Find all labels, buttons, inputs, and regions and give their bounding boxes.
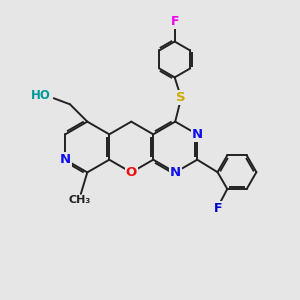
Text: N: N [170,166,181,179]
Text: HO: HO [31,89,51,102]
Text: N: N [192,128,203,141]
Text: S: S [176,92,186,104]
Text: N: N [60,153,71,166]
Text: O: O [126,166,137,179]
Text: CH₃: CH₃ [68,195,91,206]
Text: F: F [170,15,179,28]
Text: F: F [214,202,223,214]
